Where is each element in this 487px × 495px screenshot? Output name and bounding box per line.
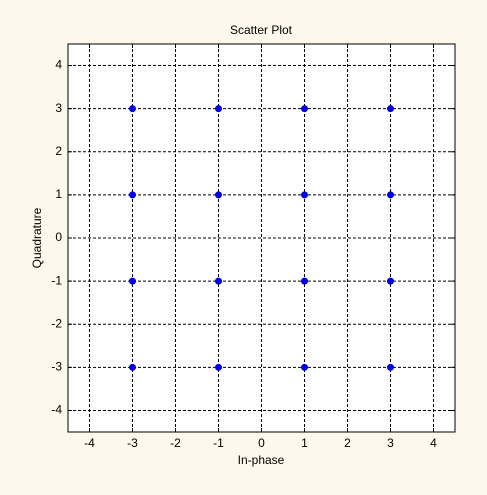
point xyxy=(129,277,136,285)
x-tick-label: -4 xyxy=(84,436,95,450)
y-tick-label: 0 xyxy=(55,230,62,244)
plot-area xyxy=(68,44,455,432)
y-tick-label: 1 xyxy=(55,187,62,201)
point xyxy=(387,277,394,285)
point xyxy=(129,105,136,113)
y-axis-label: Quadrature xyxy=(30,207,44,268)
point xyxy=(387,191,394,199)
point xyxy=(301,191,308,199)
x-tick-label: -2 xyxy=(170,436,181,450)
y-tick-label: 2 xyxy=(55,144,62,158)
point xyxy=(387,105,394,113)
y-tick-label: 3 xyxy=(55,101,62,115)
x-tick-label: 4 xyxy=(430,436,437,450)
x-tick-label: -3 xyxy=(127,436,138,450)
point xyxy=(215,363,222,371)
y-tick-label: 4 xyxy=(55,58,62,72)
point xyxy=(129,363,136,371)
y-tick-label: -1 xyxy=(51,273,62,287)
chart-title: Scatter Plot xyxy=(230,23,293,37)
point xyxy=(215,191,222,199)
point xyxy=(129,191,136,199)
y-tick-label: -4 xyxy=(51,403,62,417)
x-axis-label: In-phase xyxy=(238,453,285,467)
point xyxy=(301,277,308,285)
x-tick-label: -1 xyxy=(213,436,224,450)
point xyxy=(301,363,308,371)
x-tick-label: 0 xyxy=(258,436,265,450)
x-tick-label: 2 xyxy=(344,436,351,450)
point xyxy=(387,363,394,371)
y-tick-label: -3 xyxy=(51,360,62,374)
point xyxy=(215,105,222,113)
x-tick-label: 3 xyxy=(387,436,394,450)
point xyxy=(301,105,308,113)
x-tick-label: 1 xyxy=(301,436,308,450)
y-tick-label: -2 xyxy=(51,316,62,330)
plot-frame xyxy=(67,43,456,433)
point xyxy=(215,277,222,285)
